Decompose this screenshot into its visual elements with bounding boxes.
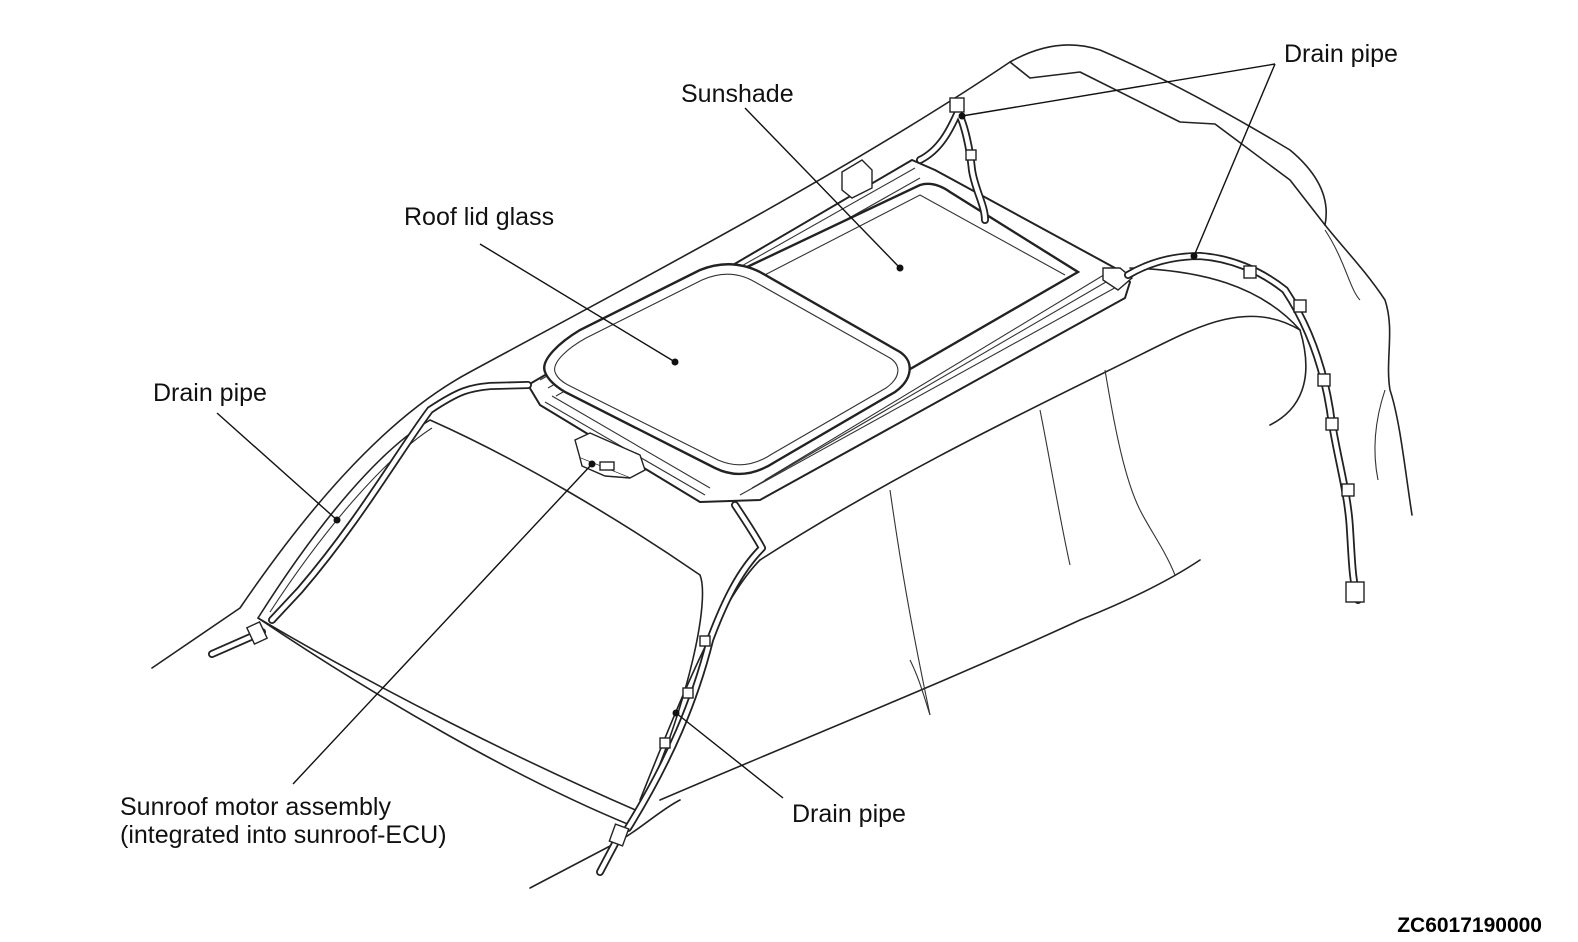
drain-pipes [208, 97, 1365, 876]
roof-lid-glass-panel [543, 263, 911, 476]
leader-lines [216, 63, 1276, 799]
figure-code: ZC6017190000 [1397, 914, 1542, 937]
label-motor-line1: Sunroof motor assembly [120, 793, 391, 821]
label-drain-pipe-top-right: Drain pipe [1284, 40, 1398, 68]
label-roof-lid-glass: Roof lid glass [404, 203, 554, 231]
vehicle-body [151, 44, 1413, 889]
label-sunshade: Sunshade [681, 80, 794, 108]
label-motor-line2: (integrated into sunroof-ECU) [120, 821, 447, 849]
label-drain-pipe-left: Drain pipe [153, 379, 267, 407]
label-drain-pipe-bottom: Drain pipe [792, 800, 906, 828]
